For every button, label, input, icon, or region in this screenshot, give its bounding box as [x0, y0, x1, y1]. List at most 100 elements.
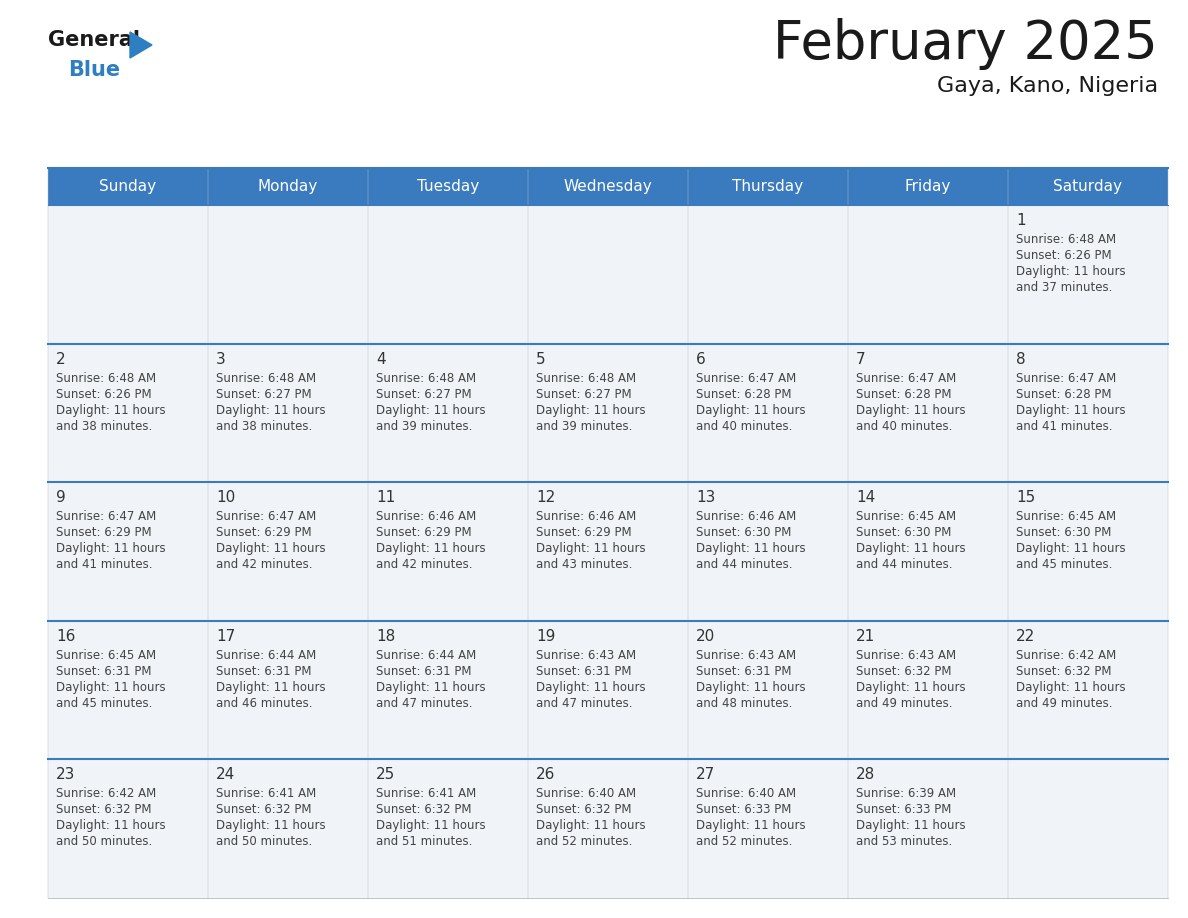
Text: Sunday: Sunday [100, 179, 157, 194]
Text: and 50 minutes.: and 50 minutes. [56, 835, 152, 848]
Text: and 46 minutes.: and 46 minutes. [216, 697, 312, 710]
Text: Sunset: 6:32 PM: Sunset: 6:32 PM [216, 803, 311, 816]
Text: 19: 19 [536, 629, 555, 644]
Text: Daylight: 11 hours: Daylight: 11 hours [216, 404, 326, 417]
Text: 10: 10 [216, 490, 235, 505]
Text: Sunset: 6:32 PM: Sunset: 6:32 PM [1016, 665, 1112, 677]
Text: 26: 26 [536, 767, 555, 782]
Bar [688, 168, 848, 205]
Text: Sunset: 6:32 PM: Sunset: 6:32 PM [375, 803, 472, 816]
Text: and 41 minutes.: and 41 minutes. [1016, 420, 1112, 432]
Bar [1007, 168, 1168, 205]
Text: Daylight: 11 hours: Daylight: 11 hours [375, 404, 486, 417]
Bar [848, 759, 1007, 898]
Text: Sunrise: 6:47 AM: Sunrise: 6:47 AM [696, 372, 796, 385]
Text: Daylight: 11 hours: Daylight: 11 hours [1016, 681, 1125, 694]
Text: Daylight: 11 hours: Daylight: 11 hours [857, 820, 966, 833]
Text: Daylight: 11 hours: Daylight: 11 hours [696, 404, 805, 417]
Bar [208, 343, 368, 482]
Text: Sunrise: 6:48 AM: Sunrise: 6:48 AM [216, 372, 316, 385]
Text: 20: 20 [696, 629, 715, 644]
Text: 11: 11 [375, 490, 396, 505]
Text: General: General [48, 30, 140, 50]
Text: and 42 minutes.: and 42 minutes. [216, 558, 312, 571]
Bar [368, 343, 527, 482]
Text: 24: 24 [216, 767, 235, 782]
Text: Monday: Monday [258, 179, 318, 194]
Text: 18: 18 [375, 629, 396, 644]
Bar [48, 482, 208, 621]
Text: Daylight: 11 hours: Daylight: 11 hours [56, 820, 165, 833]
Text: Daylight: 11 hours: Daylight: 11 hours [1016, 543, 1125, 555]
Text: Sunrise: 6:46 AM: Sunrise: 6:46 AM [696, 510, 796, 523]
Text: and 49 minutes.: and 49 minutes. [1016, 697, 1112, 710]
Text: 22: 22 [1016, 629, 1035, 644]
Text: Sunrise: 6:42 AM: Sunrise: 6:42 AM [56, 788, 157, 800]
Text: Sunset: 6:32 PM: Sunset: 6:32 PM [56, 803, 152, 816]
Text: Sunrise: 6:44 AM: Sunrise: 6:44 AM [216, 649, 316, 662]
Bar [848, 343, 1007, 482]
Text: Sunrise: 6:45 AM: Sunrise: 6:45 AM [1016, 510, 1116, 523]
Text: 1: 1 [1016, 213, 1025, 228]
Text: 6: 6 [696, 352, 706, 366]
Text: Daylight: 11 hours: Daylight: 11 hours [216, 543, 326, 555]
Text: Sunset: 6:31 PM: Sunset: 6:31 PM [56, 665, 152, 677]
Text: 27: 27 [696, 767, 715, 782]
Text: Sunset: 6:29 PM: Sunset: 6:29 PM [375, 526, 472, 539]
Bar [1007, 621, 1168, 759]
Text: Sunrise: 6:48 AM: Sunrise: 6:48 AM [375, 372, 476, 385]
Text: 17: 17 [216, 629, 235, 644]
Text: Friday: Friday [905, 179, 952, 194]
Text: 28: 28 [857, 767, 876, 782]
Text: Sunset: 6:33 PM: Sunset: 6:33 PM [857, 803, 952, 816]
Text: Sunrise: 6:47 AM: Sunrise: 6:47 AM [857, 372, 956, 385]
Bar [368, 205, 527, 343]
Text: 12: 12 [536, 490, 555, 505]
Text: Thursday: Thursday [733, 179, 803, 194]
Bar [848, 205, 1007, 343]
Text: and 48 minutes.: and 48 minutes. [696, 697, 792, 710]
Bar [208, 482, 368, 621]
Text: and 40 minutes.: and 40 minutes. [857, 420, 953, 432]
Text: and 49 minutes.: and 49 minutes. [857, 697, 953, 710]
Text: 7: 7 [857, 352, 866, 366]
Text: Daylight: 11 hours: Daylight: 11 hours [696, 681, 805, 694]
Text: Sunset: 6:28 PM: Sunset: 6:28 PM [1016, 387, 1112, 400]
Text: and 45 minutes.: and 45 minutes. [56, 697, 152, 710]
Text: Sunrise: 6:46 AM: Sunrise: 6:46 AM [536, 510, 637, 523]
Bar [688, 343, 848, 482]
Bar [368, 759, 527, 898]
Text: and 50 minutes.: and 50 minutes. [216, 835, 312, 848]
Text: Sunset: 6:31 PM: Sunset: 6:31 PM [216, 665, 311, 677]
Text: Sunrise: 6:47 AM: Sunrise: 6:47 AM [56, 510, 157, 523]
Text: Sunrise: 6:40 AM: Sunrise: 6:40 AM [696, 788, 796, 800]
Bar [688, 482, 848, 621]
Bar [527, 343, 688, 482]
Bar [848, 168, 1007, 205]
Text: Daylight: 11 hours: Daylight: 11 hours [56, 543, 165, 555]
Text: 23: 23 [56, 767, 75, 782]
Bar [527, 621, 688, 759]
Text: Daylight: 11 hours: Daylight: 11 hours [375, 820, 486, 833]
Text: Daylight: 11 hours: Daylight: 11 hours [536, 404, 645, 417]
Text: Sunset: 6:27 PM: Sunset: 6:27 PM [216, 387, 311, 400]
Text: Sunrise: 6:43 AM: Sunrise: 6:43 AM [536, 649, 636, 662]
Text: Sunrise: 6:43 AM: Sunrise: 6:43 AM [696, 649, 796, 662]
Text: Daylight: 11 hours: Daylight: 11 hours [216, 820, 326, 833]
Text: Daylight: 11 hours: Daylight: 11 hours [1016, 404, 1125, 417]
Bar [527, 482, 688, 621]
Text: Daylight: 11 hours: Daylight: 11 hours [216, 681, 326, 694]
Text: Saturday: Saturday [1054, 179, 1123, 194]
Text: and 53 minutes.: and 53 minutes. [857, 835, 953, 848]
Text: Daylight: 11 hours: Daylight: 11 hours [857, 681, 966, 694]
Text: and 38 minutes.: and 38 minutes. [216, 420, 312, 432]
Text: Sunrise: 6:42 AM: Sunrise: 6:42 AM [1016, 649, 1117, 662]
Text: Sunset: 6:26 PM: Sunset: 6:26 PM [56, 387, 152, 400]
Text: and 39 minutes.: and 39 minutes. [536, 420, 632, 432]
Bar [368, 621, 527, 759]
Text: and 45 minutes.: and 45 minutes. [1016, 558, 1112, 571]
Text: and 42 minutes.: and 42 minutes. [375, 558, 473, 571]
Bar [527, 759, 688, 898]
Text: and 43 minutes.: and 43 minutes. [536, 558, 632, 571]
Text: 21: 21 [857, 629, 876, 644]
